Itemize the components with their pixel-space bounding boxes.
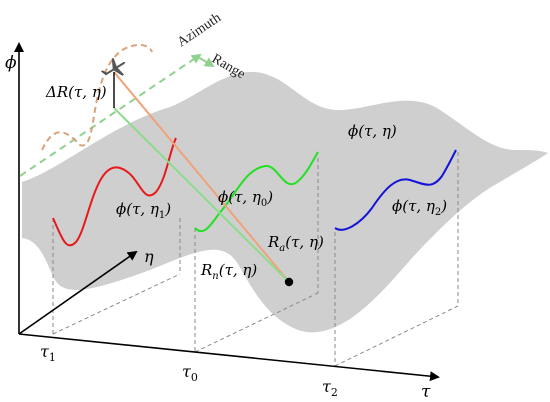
phi-axis-label: ϕ (5, 53, 17, 73)
eta-axis-label: η (144, 247, 154, 266)
slice0-label: ϕ(τ, η0) (218, 188, 273, 209)
delta-r-label: ΔR(τ, η) (45, 83, 107, 101)
tick-tau1: τ1 (40, 342, 56, 364)
phase-surface (22, 71, 548, 333)
slice1-label: ϕ(τ, η1) (116, 200, 171, 221)
target-point-icon (284, 277, 294, 287)
rn-range-line (113, 107, 290, 283)
tick-tau0: τ0 (182, 362, 198, 384)
slice-curve-eta2 (334, 149, 457, 231)
slice-curve-eta0 (194, 151, 319, 233)
ra-label: Ra(τ, η) (267, 233, 324, 254)
airplane-icon (100, 57, 126, 76)
azimuth-label: Azimuth (175, 10, 224, 50)
slice2-label: ϕ(τ, η2) (392, 197, 447, 218)
eta-axis (18, 250, 138, 335)
surface-label: ϕ(τ, η) (348, 122, 397, 140)
tau-axis-label: τ (421, 382, 431, 402)
ra-range-line (113, 71, 290, 283)
slice-curve-eta1 (52, 137, 177, 247)
tau-axis (18, 333, 440, 382)
flight-path (19, 53, 202, 177)
tick-tau2: τ2 (322, 377, 338, 399)
actual-trajectory (41, 43, 153, 151)
coordinate-axes (14, 42, 440, 382)
rn-label: Rn(τ, η) (200, 261, 257, 282)
drop-lines (52, 152, 459, 367)
range-direction-arrow (197, 56, 215, 68)
